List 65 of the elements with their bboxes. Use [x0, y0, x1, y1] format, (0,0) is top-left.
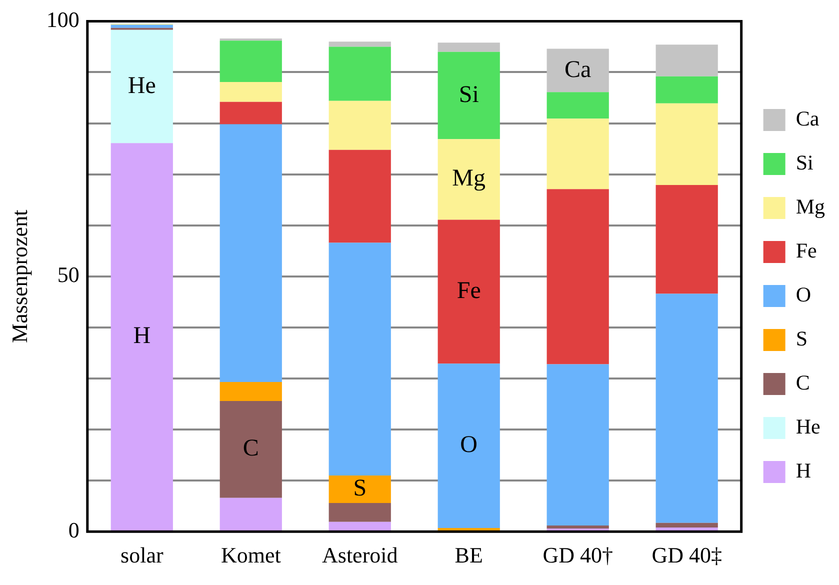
bar	[656, 522, 718, 528]
legend-label: Ca	[796, 106, 820, 131]
y-tick-label: 100	[46, 6, 80, 32]
bar	[328, 42, 391, 47]
bar	[656, 76, 718, 104]
y-tick-label: 0	[68, 517, 80, 542]
bar	[546, 525, 609, 529]
data-label: Fe	[456, 278, 481, 304]
data-label: H	[133, 323, 151, 350]
legend-label: Si	[796, 150, 814, 175]
data-label: O	[460, 432, 478, 458]
data-label: Si	[458, 82, 480, 108]
bar	[328, 522, 391, 531]
bar	[328, 100, 391, 150]
bar	[656, 44, 718, 76]
legend-label: Mg	[796, 194, 826, 219]
bar	[220, 400, 282, 498]
legend-label: C	[796, 370, 810, 395]
bar	[328, 475, 391, 504]
bar	[220, 382, 282, 401]
x-tick-label: GD 40†	[542, 542, 613, 568]
data-label: He	[128, 72, 156, 99]
bar	[546, 364, 609, 526]
legend-label: O	[796, 282, 811, 307]
bar	[220, 498, 282, 531]
data-label: Ca	[564, 56, 592, 83]
legend-label: Fe	[796, 238, 817, 263]
bar	[438, 220, 500, 364]
bar	[438, 364, 500, 528]
x-tick-label: solar	[120, 542, 164, 568]
bar	[220, 124, 282, 382]
bar	[438, 139, 500, 220]
bar	[438, 42, 500, 52]
y-tick-label: 50	[57, 262, 80, 288]
bar	[656, 294, 718, 523]
bar	[546, 92, 609, 119]
bar	[220, 82, 282, 102]
legend-label: S	[796, 326, 808, 351]
y-axis-title: Massenprozent	[6, 210, 32, 343]
x-tick-label: Komet	[220, 542, 281, 568]
bar	[328, 150, 391, 243]
bar	[656, 528, 718, 531]
bar	[220, 102, 282, 124]
data-label: Mg	[452, 166, 486, 192]
bar	[220, 40, 282, 82]
legend-label: He	[796, 414, 820, 439]
data-label: S	[353, 476, 367, 502]
x-tick-label: GD 40‡	[652, 542, 722, 568]
bar	[546, 48, 609, 92]
bar	[110, 24, 173, 28]
bar	[438, 52, 500, 140]
bar	[438, 528, 500, 531]
bar	[656, 185, 718, 294]
bar	[110, 143, 173, 531]
bar	[328, 46, 391, 101]
bar	[546, 118, 609, 190]
bar	[546, 189, 609, 364]
bar	[328, 242, 391, 476]
data-label: C	[242, 436, 259, 462]
legend-label: H	[796, 458, 811, 483]
bar	[656, 103, 718, 186]
x-tick-label: BE	[454, 542, 483, 568]
x-tick-label: Asteroid	[322, 542, 398, 568]
bar	[110, 30, 173, 144]
bar	[328, 503, 391, 522]
